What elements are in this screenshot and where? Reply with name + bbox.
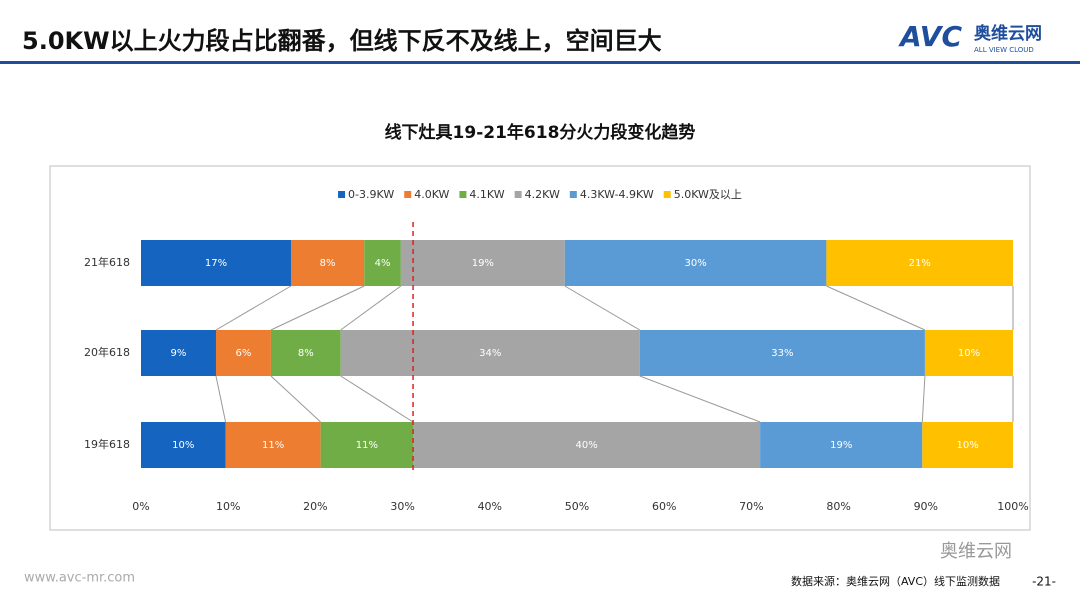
logo-mark: AVC	[898, 20, 962, 53]
data-label: 10%	[957, 440, 979, 451]
data-label: 8%	[298, 348, 314, 359]
y-tick-label: 19年618	[84, 437, 130, 451]
x-tick-label: 0%	[132, 500, 149, 513]
bar-segment	[141, 240, 291, 286]
x-tick-label: 30%	[390, 500, 414, 513]
connector-line	[270, 375, 321, 423]
legend-swatch	[338, 191, 346, 198]
data-label: 11%	[356, 440, 378, 451]
bar-segment	[639, 330, 925, 376]
legend-swatch	[663, 191, 671, 198]
connector-line	[340, 285, 402, 331]
bar-segment	[141, 422, 226, 468]
chart-frame	[49, 165, 1031, 531]
legend-label: 0-3.9KW	[348, 188, 394, 201]
data-label: 9%	[171, 348, 187, 359]
legend-label: 4.3KW-4.9KW	[580, 188, 654, 201]
x-tick-label: 90%	[914, 500, 938, 513]
data-label: 40%	[575, 440, 597, 451]
legend-swatch	[404, 191, 412, 198]
bar-segment	[364, 240, 401, 286]
bar-segment	[320, 422, 414, 468]
bar-segment	[826, 240, 1013, 286]
x-tick-label: 70%	[739, 500, 763, 513]
x-tick-label: 20%	[303, 500, 327, 513]
legend-swatch	[569, 191, 577, 198]
data-label: 17%	[205, 258, 227, 269]
bar-segment	[400, 240, 565, 286]
page-number: -21-	[1032, 575, 1056, 589]
connector-line	[826, 285, 926, 331]
watermark: 奥维云网	[940, 541, 1012, 562]
data-label: 4%	[375, 258, 391, 269]
bar-segment	[922, 422, 1013, 468]
connector-line	[270, 285, 365, 331]
header-rule	[0, 61, 1080, 64]
logo-name: 奥维云网	[974, 23, 1042, 44]
connector-line	[215, 285, 292, 331]
data-label: 10%	[958, 348, 980, 359]
bar-segment	[340, 330, 640, 376]
x-tick-label: 40%	[478, 500, 502, 513]
connector-line	[564, 285, 641, 331]
data-label: 33%	[771, 348, 793, 359]
data-label: 6%	[236, 348, 252, 359]
y-tick-label: 20年618	[84, 345, 130, 359]
slide-title: 5.0KW以上火力段占比翻番，但线下反不及线上，空间巨大	[22, 27, 662, 55]
legend-label: 5.0KW及以上	[674, 188, 742, 201]
legend-swatch	[514, 191, 522, 198]
data-label: 30%	[684, 258, 706, 269]
x-tick-label: 50%	[565, 500, 589, 513]
chart-title: 线下灶具19-21年618分火力段变化趋势	[385, 122, 696, 143]
legend-swatch	[459, 191, 467, 198]
connector-line	[340, 375, 414, 423]
x-tick-label: 100%	[997, 500, 1028, 513]
bar-segment	[225, 422, 321, 468]
bar-segment	[141, 330, 216, 376]
connector-line	[639, 375, 761, 423]
logo-sub: ALL VIEW CLOUD	[974, 46, 1034, 54]
x-tick-label: 10%	[216, 500, 240, 513]
data-label: 11%	[262, 440, 284, 451]
data-label: 34%	[479, 348, 501, 359]
legend-label: 4.1KW	[469, 188, 504, 201]
data-label: 21%	[909, 258, 931, 269]
source-note: 数据来源：奥维云网（AVC）线下监测数据	[791, 574, 1000, 588]
bar-segment	[413, 422, 761, 468]
bar-segment	[760, 422, 923, 468]
connector-line	[921, 375, 926, 423]
bar-segment	[215, 330, 271, 376]
connector-line	[215, 375, 227, 423]
y-tick-label: 21年618	[84, 255, 130, 269]
legend-label: 4.2KW	[525, 188, 560, 201]
footer-url: www.avc-mr.com	[24, 571, 135, 586]
data-label: 19%	[830, 440, 852, 451]
x-tick-label: 60%	[652, 500, 676, 513]
bar-segment	[270, 330, 341, 376]
bar-segment	[564, 240, 827, 286]
bar-segment	[290, 240, 365, 286]
data-label: 19%	[472, 258, 494, 269]
bar-segment	[924, 330, 1013, 376]
data-label: 10%	[172, 440, 194, 451]
x-tick-label: 80%	[826, 500, 850, 513]
data-label: 8%	[320, 258, 336, 269]
legend-label: 4.0KW	[414, 188, 449, 201]
